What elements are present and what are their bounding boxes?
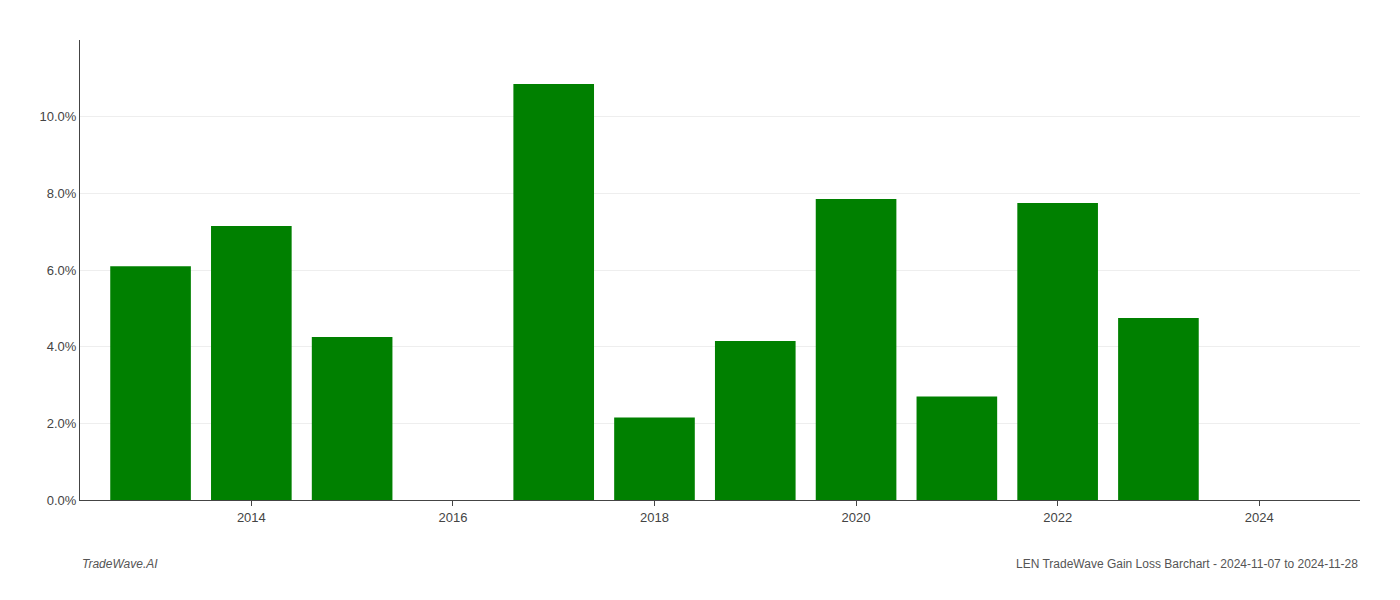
svg-text:2018: 2018: [640, 510, 669, 525]
svg-text:10.0%: 10.0%: [40, 109, 77, 124]
svg-text:0.0%: 0.0%: [47, 493, 77, 508]
svg-text:2.0%: 2.0%: [47, 416, 77, 431]
svg-text:4.0%: 4.0%: [47, 339, 77, 354]
svg-text:2016: 2016: [438, 510, 467, 525]
svg-text:8.0%: 8.0%: [47, 186, 77, 201]
svg-text:2014: 2014: [237, 510, 266, 525]
svg-text:2022: 2022: [1043, 510, 1072, 525]
svg-text:2020: 2020: [842, 510, 871, 525]
svg-text:LEN TradeWave Gain Loss Barcha: LEN TradeWave Gain Loss Barchart - 2024-…: [1016, 557, 1358, 571]
svg-text:6.0%: 6.0%: [47, 263, 77, 278]
svg-text:2024: 2024: [1245, 510, 1274, 525]
svg-text:TradeWave.AI: TradeWave.AI: [82, 557, 158, 571]
